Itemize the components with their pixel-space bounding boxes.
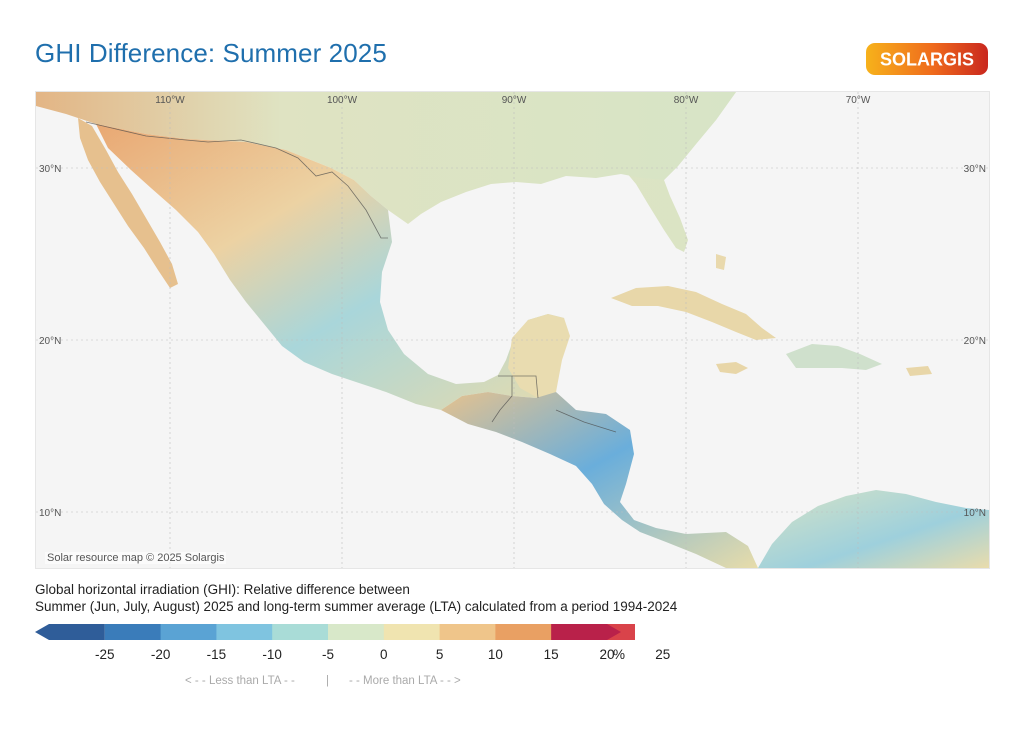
lon-label-80w: 80°W (674, 95, 699, 106)
legend-tick-label: 15 (543, 647, 559, 662)
lat-label-20n-left: 20°N (39, 336, 61, 347)
legend-tick-label: 0 (380, 647, 388, 662)
legend-swatch (216, 624, 273, 640)
lon-label-100w: 100°W (327, 95, 358, 106)
lat-label-20n-right: 20°N (964, 336, 986, 347)
legend-swatch (160, 624, 217, 640)
legend-swatch (35, 624, 105, 640)
hispaniola-island (786, 344, 882, 370)
yucatan-peninsula (508, 314, 570, 398)
legend-tick-label: 25 (655, 647, 671, 662)
legend-swatch (104, 624, 162, 640)
map-canvas: 110°W 100°W 90°W 80°W 70°W 30°N 20°N 10°… (36, 92, 989, 568)
logo-text: SOLARGIS (880, 50, 974, 70)
lon-label-70w: 70°W (846, 95, 871, 106)
legend-tick-label: 5 (435, 647, 444, 662)
lat-label-30n-right: 30°N (964, 164, 986, 175)
description-line-2: Summer (Jun, July, August) 2025 and long… (35, 599, 678, 614)
country-borders (85, 121, 617, 433)
description-line-1: Global horizontal irradiation (GHI): Rel… (35, 582, 410, 597)
map-description: Global horizontal irradiation (GHI): Rel… (35, 581, 935, 615)
legend-tick-label: -20 (150, 647, 171, 662)
central-america-land (441, 392, 758, 568)
cuba-island (611, 286, 776, 340)
south-america-land (758, 490, 989, 568)
color-legend: -25 -20 -15 -10 -5 0 5 10 15 20 25 % < - - Less th… (35, 621, 670, 701)
baja-california (78, 118, 178, 288)
legend-unit: % (613, 647, 626, 662)
legend-swatch (551, 624, 621, 640)
ghi-difference-map[interactable]: 110°W 100°W 90°W 80°W 70°W 30°N 20°N 10°… (35, 91, 990, 569)
lta-separator: | (326, 675, 329, 687)
less-than-lta-label: < - - Less than LTA - - (185, 675, 295, 687)
legend-tick-label: -15 (206, 647, 227, 662)
legend-tick-label: -5 (321, 647, 335, 662)
mexico-land (96, 124, 568, 410)
page-title: GHI Difference: Summer 2025 (35, 38, 387, 68)
legend-tick-label: -10 (262, 647, 282, 662)
more-than-lta-label: - - More than LTA - - > (349, 675, 461, 687)
legend-swatch (272, 624, 329, 640)
lat-label-10n-right: 10°N (964, 508, 986, 519)
lat-label-10n-left: 10°N (39, 508, 61, 519)
graticule (36, 92, 989, 568)
legend-swatch (439, 624, 496, 640)
legend-swatch (495, 624, 552, 640)
legend-swatch (328, 624, 385, 640)
legend-swatch (383, 624, 441, 640)
legend-tick-label: 20 (599, 647, 615, 662)
legend-tick-label: 10 (487, 647, 503, 662)
solargis-logo: SOLARGIS (866, 43, 988, 75)
legend-tick-label: -25 (95, 647, 115, 662)
lon-label-110w: 110°W (155, 95, 185, 106)
map-credit: Solar resource map © 2025 Solargis (45, 552, 227, 564)
legend-colorbar (35, 624, 635, 640)
lon-label-90w: 90°W (502, 95, 527, 106)
lat-label-30n-left: 30°N (39, 164, 61, 175)
